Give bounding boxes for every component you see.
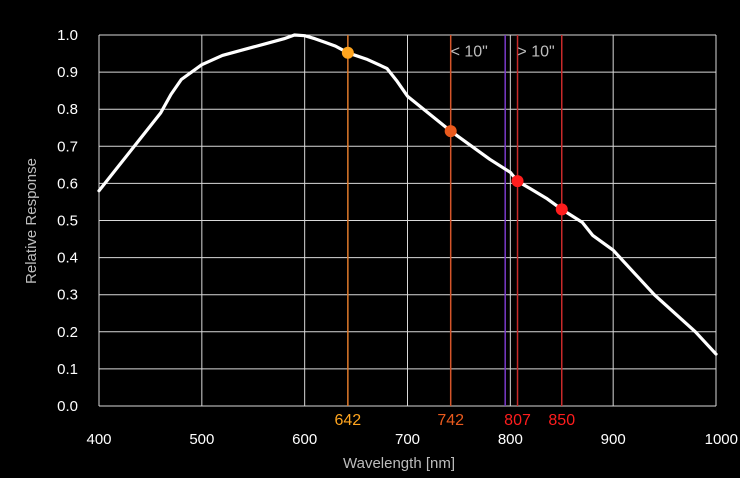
reference-lines: [347, 35, 563, 406]
marker-label-850: 850: [548, 412, 575, 429]
marker-point-642: [341, 46, 354, 59]
y-tick-label: 0.8: [57, 101, 78, 118]
y-tick-label: 1.0: [57, 27, 78, 44]
marker-label-742: 742: [437, 412, 464, 429]
y-tick-label: 0.2: [57, 324, 78, 341]
y-tick-label: 0.9: [57, 64, 78, 81]
y-tick-label: 0.4: [57, 250, 78, 267]
y-tick-label: 0.6: [57, 175, 78, 192]
marker-point-742: [444, 125, 457, 138]
grid: [98, 34, 717, 407]
annotation-over-10in: > 10": [517, 44, 554, 61]
x-tick-label: 500: [189, 431, 214, 448]
x-tick-label: 400: [86, 431, 111, 448]
x-tick-labels: 400 500 600 700 800 900 1000: [86, 431, 738, 448]
response-curve: [97, 33, 718, 356]
marker-points: [341, 46, 568, 216]
marker-label-642: 642: [335, 412, 362, 429]
y-axis-title: Relative Response: [23, 158, 40, 284]
annotation-under-10in: < 10": [451, 44, 488, 61]
marker-point-850: [555, 203, 568, 216]
x-tick-label: 900: [601, 431, 626, 448]
x-tick-label: 600: [292, 431, 317, 448]
marker-labels: 642 742 807 850: [335, 412, 576, 429]
marker-point-807: [511, 175, 524, 188]
y-tick-label: 0.3: [57, 287, 78, 304]
annotations: < 10" > 10": [451, 44, 555, 61]
marker-label-807: 807: [504, 412, 531, 429]
x-tick-label: 800: [498, 431, 523, 448]
x-tick-label: 700: [395, 431, 420, 448]
y-tick-label: 0.0: [57, 398, 78, 415]
y-tick-label: 0.7: [57, 138, 78, 155]
y-tick-label: 0.1: [57, 361, 78, 378]
y-tick-labels: 0.0 0.1 0.2 0.3 0.4 0.5 0.6 0.7 0.8 0.9 1.0: [57, 27, 78, 415]
x-tick-label: 1000: [705, 431, 738, 448]
y-tick-label: 0.5: [57, 213, 78, 230]
x-axis-title: Wavelength [nm]: [343, 455, 455, 472]
